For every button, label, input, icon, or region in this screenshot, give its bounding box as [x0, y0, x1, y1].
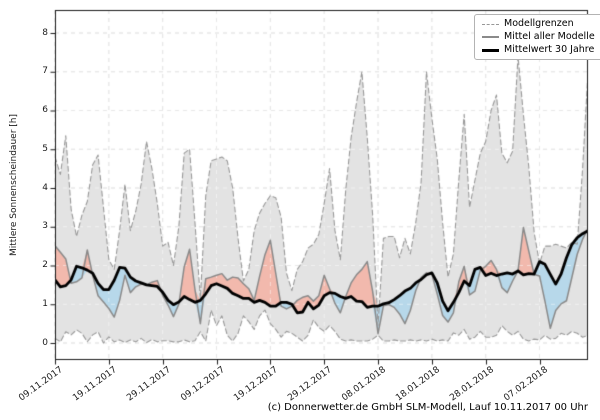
y-tick-label: 6: [42, 105, 48, 115]
gray-line-sample-icon: [482, 36, 499, 38]
y-tick-label: 1: [42, 298, 48, 309]
legend-label: Mittelwert 30 Jahre: [504, 44, 595, 55]
legend-label: Modellgrenzen: [504, 18, 574, 29]
y-tick-label: 4: [42, 182, 48, 193]
y-tick-label: 3: [42, 221, 48, 232]
y-tick-label: 5: [42, 143, 48, 154]
y-tick-label: 7: [42, 66, 48, 77]
y-tick-label: 2: [42, 260, 48, 270]
legend-item-mittelwert-30-jahre: Mittelwert 30 Jahre: [482, 45, 595, 55]
legend-item-mittel-aller-modelle: Mittel aller Modelle: [482, 32, 595, 42]
dashed-line-sample-icon: [482, 23, 499, 25]
black-line-sample-icon: [482, 48, 499, 52]
y-tick-label: 8: [42, 27, 48, 38]
y-tick-label: 0: [42, 337, 48, 348]
legend-item-modellgrenzen: Modellgrenzen: [482, 19, 595, 29]
copyright-caption: (c) Donnerwetter.de GmbH SLM-Modell, Lau…: [267, 402, 588, 413]
legend-box: Modellgrenzen Mittel aller Modelle Mitte…: [474, 14, 600, 60]
legend-label: Mittel aller Modelle: [504, 31, 595, 42]
